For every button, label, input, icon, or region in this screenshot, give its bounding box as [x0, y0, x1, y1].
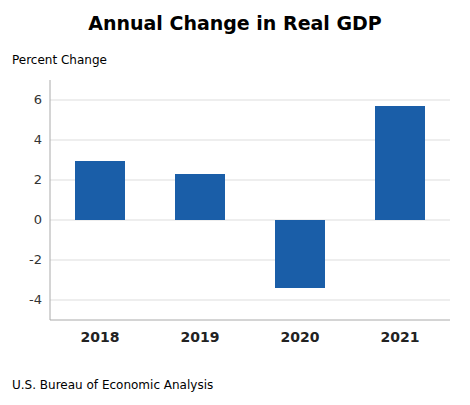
y-tick-label: -4 [29, 292, 42, 307]
bar [375, 106, 425, 220]
y-axis-line [50, 80, 51, 320]
y-tick-label: 0 [34, 212, 42, 227]
bars [75, 106, 425, 288]
bar [75, 161, 125, 220]
chart-container: Annual Change in Real GDP Percent Change -… [0, 0, 470, 405]
grid-line [50, 260, 450, 261]
y-tick-label: 2 [34, 172, 42, 187]
y-axis-label: Percent Change [12, 53, 107, 67]
x-tick-label: 2021 [381, 329, 420, 345]
bar [175, 174, 225, 220]
y-tick-label: 4 [34, 132, 42, 147]
x-tick-label: 2018 [81, 329, 120, 345]
x-axis-line [50, 320, 450, 321]
chart-svg: Annual Change in Real GDP Percent Change -… [0, 0, 470, 405]
grid-line [50, 300, 450, 301]
grid-line [50, 100, 450, 101]
y-tick-label: -2 [29, 252, 42, 267]
footnote: U.S. Bureau of Economic Analysis [12, 378, 213, 392]
y-tick-label: 6 [34, 92, 42, 107]
bar [275, 220, 325, 288]
x-tick-label: 2019 [181, 329, 220, 345]
grid [50, 100, 450, 300]
title: Annual Change in Real GDP [88, 12, 382, 34]
x-tick-label: 2020 [281, 329, 320, 345]
